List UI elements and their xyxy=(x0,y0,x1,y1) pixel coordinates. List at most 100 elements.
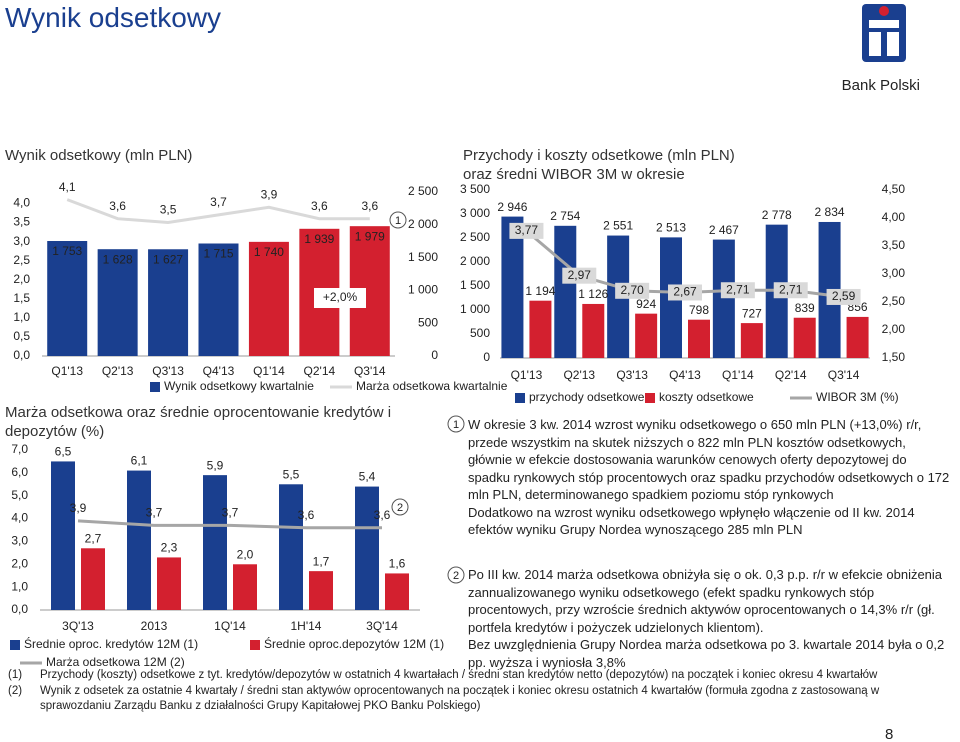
y-tick-label: 1 000 xyxy=(408,283,438,297)
value-label: 5,5 xyxy=(283,467,300,481)
y-tick-label: 3,0 xyxy=(13,234,30,248)
value-label: 924 xyxy=(636,297,656,311)
note-text: W okresie 3 kw. 2014 wzrost wyniku odset… xyxy=(468,417,950,502)
y-tick-label: 2,50 xyxy=(882,294,906,308)
y-tick-label: 1 000 xyxy=(460,302,490,316)
label-box xyxy=(562,267,597,284)
x-tick-label: Q1'13 xyxy=(51,364,83,378)
bar xyxy=(47,241,88,356)
y-tick-label: 0,0 xyxy=(13,348,30,362)
value-label: 2 513 xyxy=(656,221,686,235)
chart-title: Wynik odsetkowy (mln PLN) xyxy=(5,147,193,164)
x-tick-label: 2013 xyxy=(141,619,168,633)
label-box xyxy=(826,288,861,305)
y-tick-label: 1,0 xyxy=(11,579,28,593)
y-tick-label: 3,00 xyxy=(882,266,906,280)
brand: Bank Polski xyxy=(842,77,920,94)
y-tick-label: 3,0 xyxy=(11,534,28,548)
x-tick-label: Q2'13 xyxy=(563,368,595,382)
legend-label: Średnie oproc.depozytów 12M (1) xyxy=(264,636,444,651)
value-label: 1 715 xyxy=(203,247,233,261)
legend-swatch xyxy=(150,382,160,392)
value-label: 1 194 xyxy=(525,284,555,298)
y-tick-label: 1,50 xyxy=(882,350,906,364)
bar xyxy=(157,557,181,610)
y-tick-label: 1,5 xyxy=(13,291,30,305)
y-tick-label: 3 000 xyxy=(460,206,490,220)
x-tick-label: Q3'14 xyxy=(828,368,860,382)
legend-label: Wynik odsetkowy kwartalnie xyxy=(164,379,314,393)
value-label: 5,4 xyxy=(359,470,376,484)
bar xyxy=(97,249,138,356)
value-label: 3,7 xyxy=(146,506,163,520)
legend-label: Marża odsetkowa 12M (2) xyxy=(46,655,185,669)
line xyxy=(66,198,370,225)
legend-label: koszty odsetkowe xyxy=(659,390,754,404)
legend-label: Marża odsetkowa kwartalnie xyxy=(356,379,508,393)
label-box xyxy=(668,284,702,301)
bar xyxy=(688,319,710,358)
page-number: 8 xyxy=(885,726,893,742)
value-label: 1 979 xyxy=(355,229,385,243)
value-label: 2,7 xyxy=(85,531,102,545)
y-tick-label: 0 xyxy=(431,348,438,362)
value-label: 839 xyxy=(795,301,815,315)
marker-circle xyxy=(389,211,407,229)
x-tick-label: Q4'13 xyxy=(203,364,235,378)
value-label: 3,7 xyxy=(222,506,239,520)
y-tick-label: 7,0 xyxy=(11,442,28,456)
value-label: 798 xyxy=(689,303,709,317)
y-tick-label: 4,0 xyxy=(13,196,30,210)
marker-circle xyxy=(447,415,465,433)
bar xyxy=(846,316,869,358)
y-tick-label: 1 500 xyxy=(460,278,490,292)
value-label: 3,9 xyxy=(70,501,87,515)
x-tick-label: 1Q'14 xyxy=(214,619,246,633)
annotation: +2,0% xyxy=(323,290,358,304)
value-label: 727 xyxy=(742,306,762,320)
bar xyxy=(203,475,227,610)
annotation-box xyxy=(314,288,366,308)
bar xyxy=(248,241,289,356)
bar xyxy=(554,225,577,358)
y-tick-label: 2,0 xyxy=(13,272,30,286)
y-tick-label: 3,5 xyxy=(13,215,30,229)
x-tick-label: Q1'13 xyxy=(511,368,543,382)
value-label: 1 753 xyxy=(52,244,82,258)
line xyxy=(77,519,382,530)
page-title: Wynik odsetkowy xyxy=(5,2,222,33)
y-tick-label: 4,00 xyxy=(882,210,906,224)
y-tick-label: 0,5 xyxy=(13,329,30,343)
legend-swatch xyxy=(515,393,525,403)
value-label: 2,0 xyxy=(237,547,254,561)
value-label: 3,5 xyxy=(160,203,177,217)
bar xyxy=(148,249,189,356)
value-label: 3,77 xyxy=(515,223,539,237)
bar xyxy=(51,461,75,610)
value-label: 1 628 xyxy=(103,252,133,266)
value-label: 2,59 xyxy=(832,289,856,303)
marker: 2 xyxy=(397,502,403,514)
bar xyxy=(198,243,239,356)
bar xyxy=(355,486,379,610)
x-tick-label: Q3'13 xyxy=(152,364,184,378)
y-tick-label: 2 000 xyxy=(408,217,438,231)
bar xyxy=(385,573,409,610)
bar xyxy=(529,300,552,358)
bar xyxy=(81,548,105,610)
y-tick-label: 4,0 xyxy=(11,511,28,525)
y-tick-label: 1,0 xyxy=(13,310,30,324)
note: Po III kw. 2014 marża odsetkowa obniżyła… xyxy=(468,566,950,671)
x-tick-label: Q2'13 xyxy=(102,364,134,378)
marker-circle xyxy=(447,566,465,584)
y-tick-label: 4,50 xyxy=(882,182,906,196)
note-text: Po III kw. 2014 marża odsetkowa obniżyła… xyxy=(468,567,943,635)
value-label: 1,6 xyxy=(389,557,406,571)
logo-dot xyxy=(879,6,889,16)
legend-swatch xyxy=(645,393,655,403)
value-label: 3,6 xyxy=(298,508,315,522)
value-label: 2 754 xyxy=(550,209,580,223)
y-tick-label: 6,0 xyxy=(11,465,28,479)
bar xyxy=(582,303,605,358)
